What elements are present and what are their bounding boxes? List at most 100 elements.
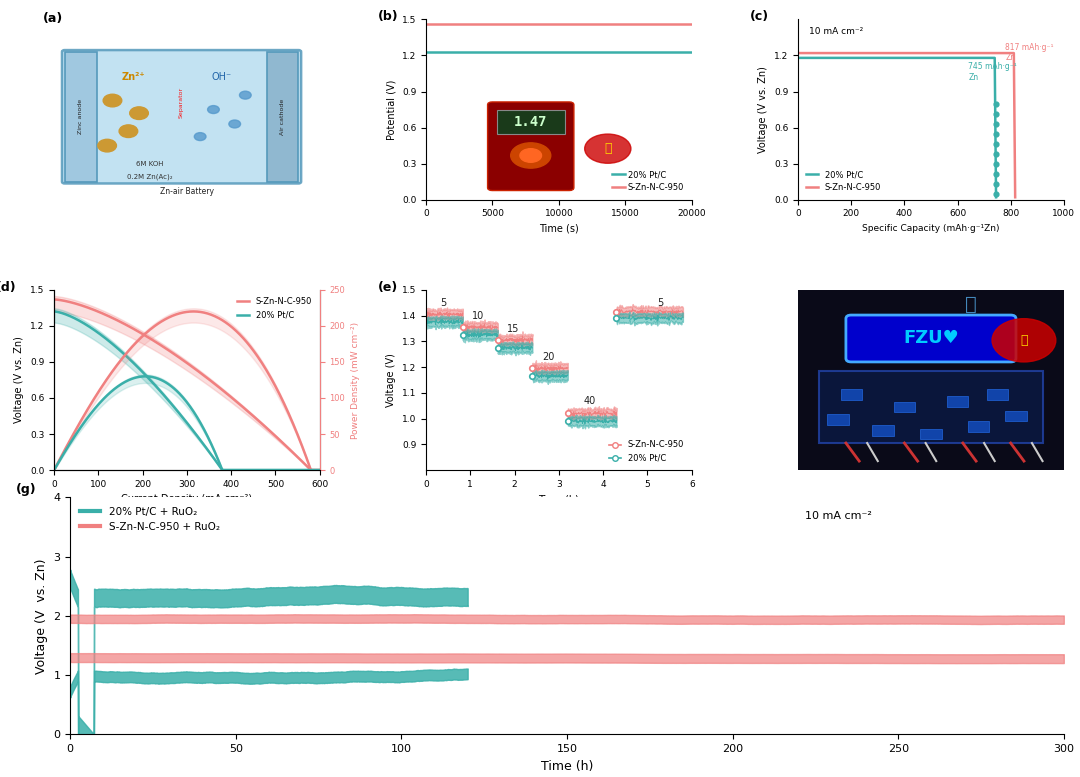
Legend: 20% Pt/C, S-Zn-N-C-950: 20% Pt/C, S-Zn-N-C-950 [802,167,885,196]
Y-axis label: Potential (V): Potential (V) [387,79,396,140]
20% Pt/C [545,47,558,57]
Point [987,138,1004,150]
Point [987,148,1004,160]
S-Zn-N-C-950 [205,378,218,387]
S-Zn-N-C-950 [48,294,60,304]
S-Zn-N-C-950 [564,19,577,29]
20% Pt/C [686,47,699,57]
Bar [267,52,298,182]
Bar [873,425,894,436]
Point [987,177,1004,190]
Legend: 20% Pt/C + RuO₂, S-Zn-N-C-950 + RuO₂: 20% Pt/C + RuO₂, S-Zn-N-C-950 + RuO₂ [76,503,224,536]
Text: 40: 40 [584,395,596,406]
20% Pt/C [637,47,650,57]
Text: (c): (c) [751,10,769,23]
Text: Separator: Separator [179,87,184,118]
Line: S-Zn-N-C-950: S-Zn-N-C-950 [54,299,320,470]
20% Pt/C [548,47,561,57]
Text: 5: 5 [440,298,446,308]
Circle shape [240,91,252,99]
Text: 🖐: 🖐 [964,294,976,314]
20% Pt/C [211,458,224,467]
FancyBboxPatch shape [846,315,1016,362]
Text: FZU♥: FZU♥ [903,329,959,347]
Circle shape [98,139,117,152]
S-Zn-N-C-950 [419,19,432,29]
20% Pt/C [792,53,805,62]
Circle shape [119,125,138,138]
S-Zn-N-C-950 [205,377,218,386]
Text: 5: 5 [658,298,664,308]
Text: Air cathode: Air cathode [280,99,285,135]
Text: 15: 15 [508,323,519,333]
Legend: S-Zn-N-C-950, 20% Pt/C: S-Zn-N-C-950, 20% Pt/C [233,294,315,322]
S-Zn-N-C-950 [679,19,692,29]
Legend: 20% Pt/C, S-Zn-N-C-950: 20% Pt/C, S-Zn-N-C-950 [609,167,688,196]
S-Zn-N-C-950 [211,381,224,390]
Point [987,107,1004,120]
Text: 福: 福 [1021,334,1028,347]
Y-axis label: Voltage (V vs. Zn): Voltage (V vs. Zn) [758,66,768,153]
S-Zn-N-C-950 [934,48,947,57]
Text: 20: 20 [542,352,555,362]
Bar [840,389,862,400]
Point [987,127,1004,140]
20% Pt/C [419,47,432,57]
S-Zn-N-C-950 [686,19,699,29]
20% Pt/C [205,450,218,459]
Text: 745 mAh·g⁻¹
Zn: 745 mAh·g⁻¹ Zn [968,62,1017,82]
Point [987,117,1004,130]
S-Zn-N-C-950 [921,48,934,57]
Bar [65,52,96,182]
20% Pt/C [313,465,326,475]
20% Pt/C [989,172,1002,182]
Circle shape [207,106,219,113]
S-Zn-N-C-950 [548,19,561,29]
Line: 20% Pt/C: 20% Pt/C [798,57,996,197]
S-Zn-N-C-950 [313,465,326,475]
Bar [820,371,1042,443]
Text: Zinc anode: Zinc anode [78,99,83,134]
X-axis label: Current Density (mA cm⁻²): Current Density (mA cm⁻²) [121,494,253,504]
20% Pt/C [578,47,591,57]
S-Zn-N-C-950 [1009,157,1022,166]
Bar [987,389,1008,400]
S-Zn-N-C-950 [545,19,558,29]
20% Pt/C [564,47,577,57]
S-Zn-N-C-950 [306,465,319,475]
S-Zn-N-C-950 [578,19,591,29]
Text: 0.2M Zn(Ac)₂: 0.2M Zn(Ac)₂ [126,173,173,179]
20% Pt/C [289,465,302,475]
Point [987,97,1004,110]
Circle shape [104,94,122,107]
Bar [968,421,989,432]
20% Pt/C [679,47,692,57]
Text: Zn²⁺: Zn²⁺ [122,72,146,82]
Point [987,187,1004,200]
Text: (e): (e) [378,280,399,294]
Bar [947,396,968,407]
Line: 20% Pt/C: 20% Pt/C [54,312,320,470]
Y-axis label: Voltage (V  vs. Zn): Voltage (V vs. Zn) [35,558,48,674]
X-axis label: Time (s): Time (s) [539,224,579,234]
Point [987,167,1004,179]
Point [987,158,1004,170]
Legend: S-Zn-N-C-950, 20% Pt/C: S-Zn-N-C-950, 20% Pt/C [606,437,688,466]
S-Zn-N-C-950 [637,19,650,29]
S-Zn-N-C-950 [907,48,920,57]
20% Pt/C [989,138,1002,148]
Text: 10: 10 [472,311,484,321]
S-Zn-N-C-950 [1009,193,1022,202]
20% Pt/C [828,53,841,62]
S-Zn-N-C-950 [49,294,62,304]
X-axis label: Specific Capacity (mAh·g⁻¹Zn): Specific Capacity (mAh·g⁻¹Zn) [862,224,1000,233]
Text: Zn-air Battery: Zn-air Battery [160,187,214,196]
Line: S-Zn-N-C-950: S-Zn-N-C-950 [798,53,1015,197]
Circle shape [993,319,1056,362]
20% Pt/C [216,465,229,475]
X-axis label: Time (h): Time (h) [541,760,593,772]
Bar [1005,410,1027,421]
Bar [894,402,915,413]
S-Zn-N-C-950 [988,48,1001,57]
Text: 10 mA cm⁻²: 10 mA cm⁻² [809,26,863,36]
